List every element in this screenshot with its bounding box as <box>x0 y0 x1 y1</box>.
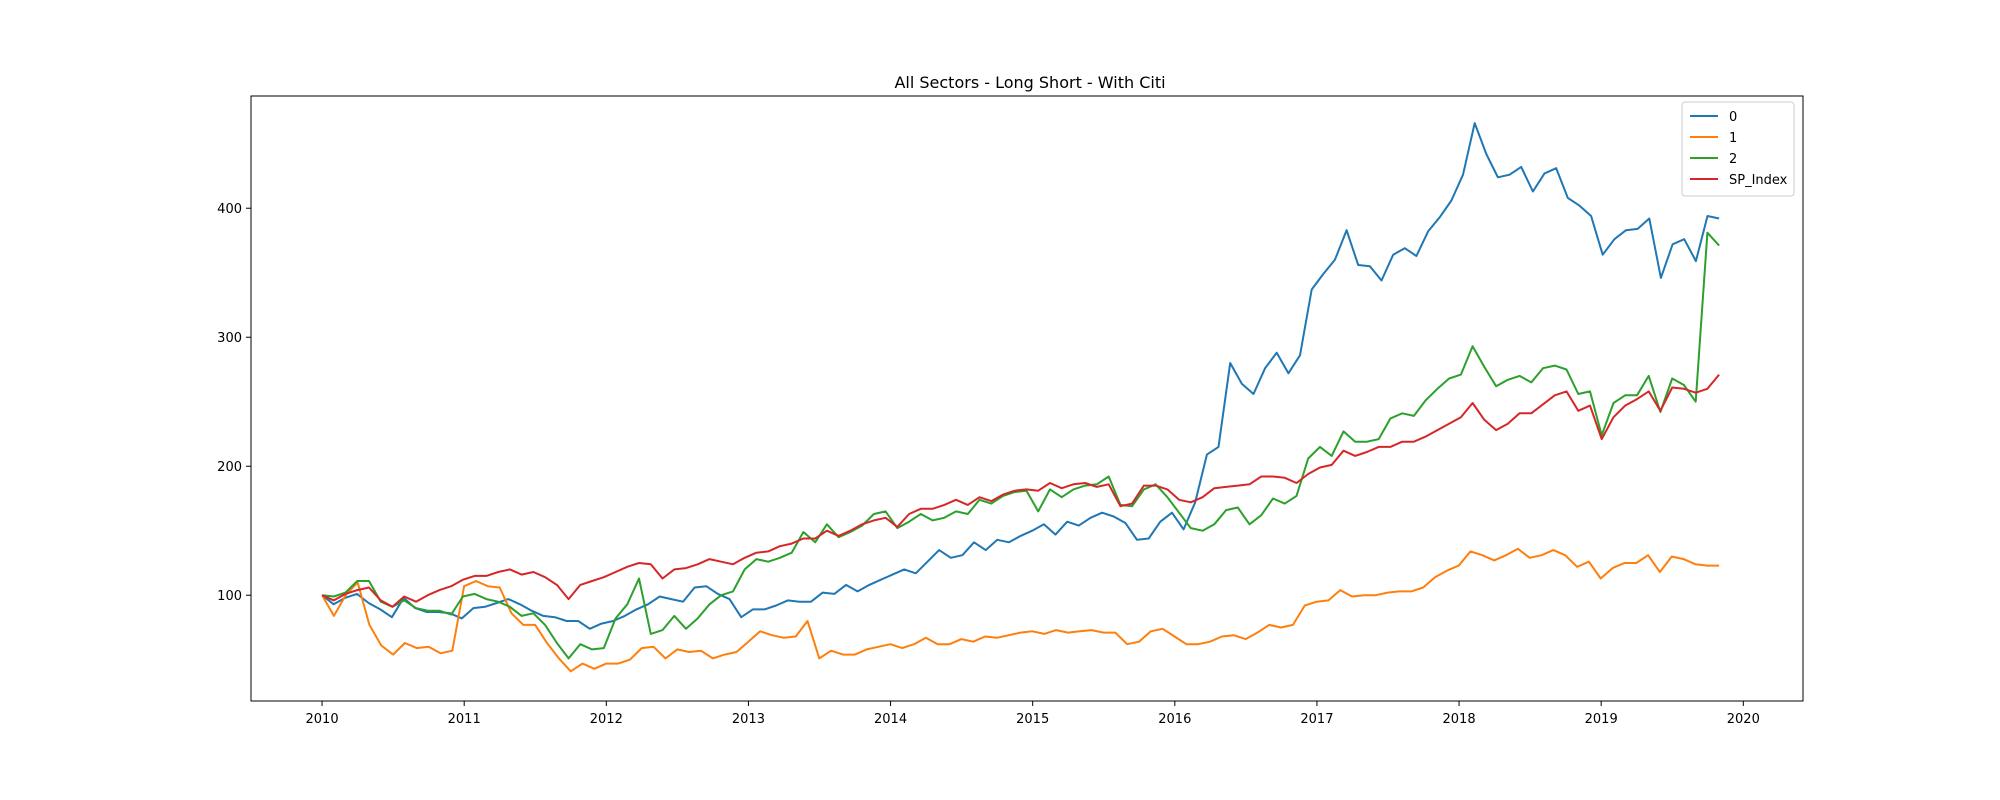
x-tick-label: 2017 <box>1300 712 1333 727</box>
x-tick-label: 2010 <box>306 712 339 727</box>
series-line-2 <box>321 231 1720 660</box>
x-tick-label: 2011 <box>448 712 481 727</box>
x-tick-label: 2014 <box>874 712 907 727</box>
legend: 0 1 2 SP_Index <box>1681 101 1795 197</box>
series-layer <box>321 122 1720 673</box>
x-tick-label: 2018 <box>1443 712 1476 727</box>
series-line-1 <box>321 547 1720 673</box>
series-line-0 <box>321 122 1720 630</box>
legend-label-0: 0 <box>1729 110 1737 125</box>
x-tick-label: 2020 <box>1727 712 1760 727</box>
series-line-3 <box>321 373 1720 608</box>
legend-label-2: 2 <box>1729 152 1737 167</box>
y-tick-label: 300 <box>217 331 242 346</box>
x-tick-label: 2015 <box>1016 712 1049 727</box>
legend-label-1: 1 <box>1729 131 1737 146</box>
chart-title: All Sectors - Long Short - With Citi <box>894 73 1165 92</box>
y-tick-label: 400 <box>217 202 242 217</box>
y-axis: 100 200 300 400 <box>217 202 251 604</box>
plot-area-frame <box>250 95 1804 702</box>
x-axis: 2010 2011 2012 2013 2014 2015 2016 2017 2018 2019… <box>306 701 1760 727</box>
x-tick-label: 2016 <box>1158 712 1191 727</box>
x-tick-label: 2013 <box>732 712 765 727</box>
x-tick-label: 2019 <box>1585 712 1618 727</box>
x-tick-label: 2012 <box>590 712 623 727</box>
legend-label-3: SP_Index <box>1729 173 1788 188</box>
y-tick-label: 200 <box>217 460 242 475</box>
y-tick-label: 100 <box>217 589 242 604</box>
legend-box <box>1681 101 1795 197</box>
